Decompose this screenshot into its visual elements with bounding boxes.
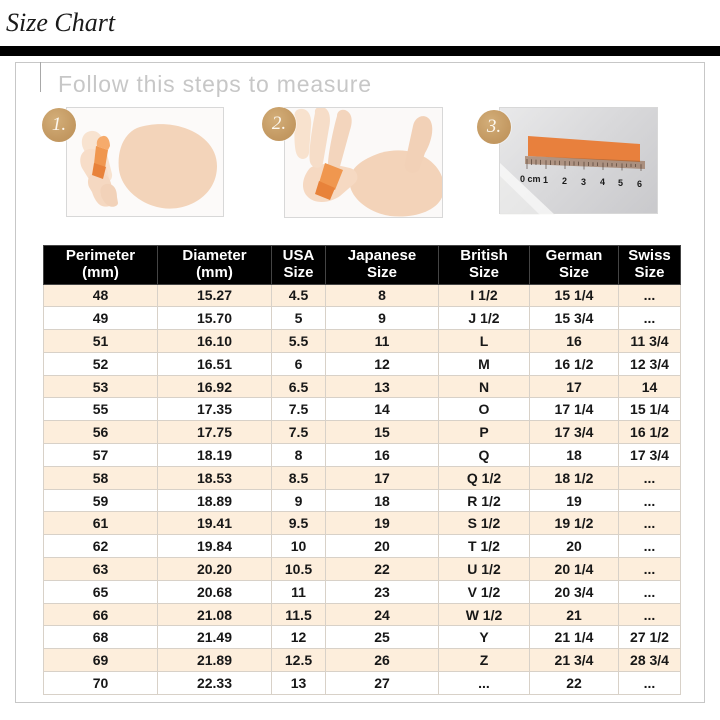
svg-text:4: 4	[600, 177, 605, 187]
svg-text:2: 2	[562, 176, 567, 186]
svg-text:1: 1	[543, 175, 548, 185]
svg-text:5: 5	[618, 178, 623, 188]
svg-text:3: 3	[581, 177, 586, 187]
svg-text:6: 6	[637, 179, 642, 189]
svg-text:0 cm: 0 cm	[520, 174, 541, 184]
